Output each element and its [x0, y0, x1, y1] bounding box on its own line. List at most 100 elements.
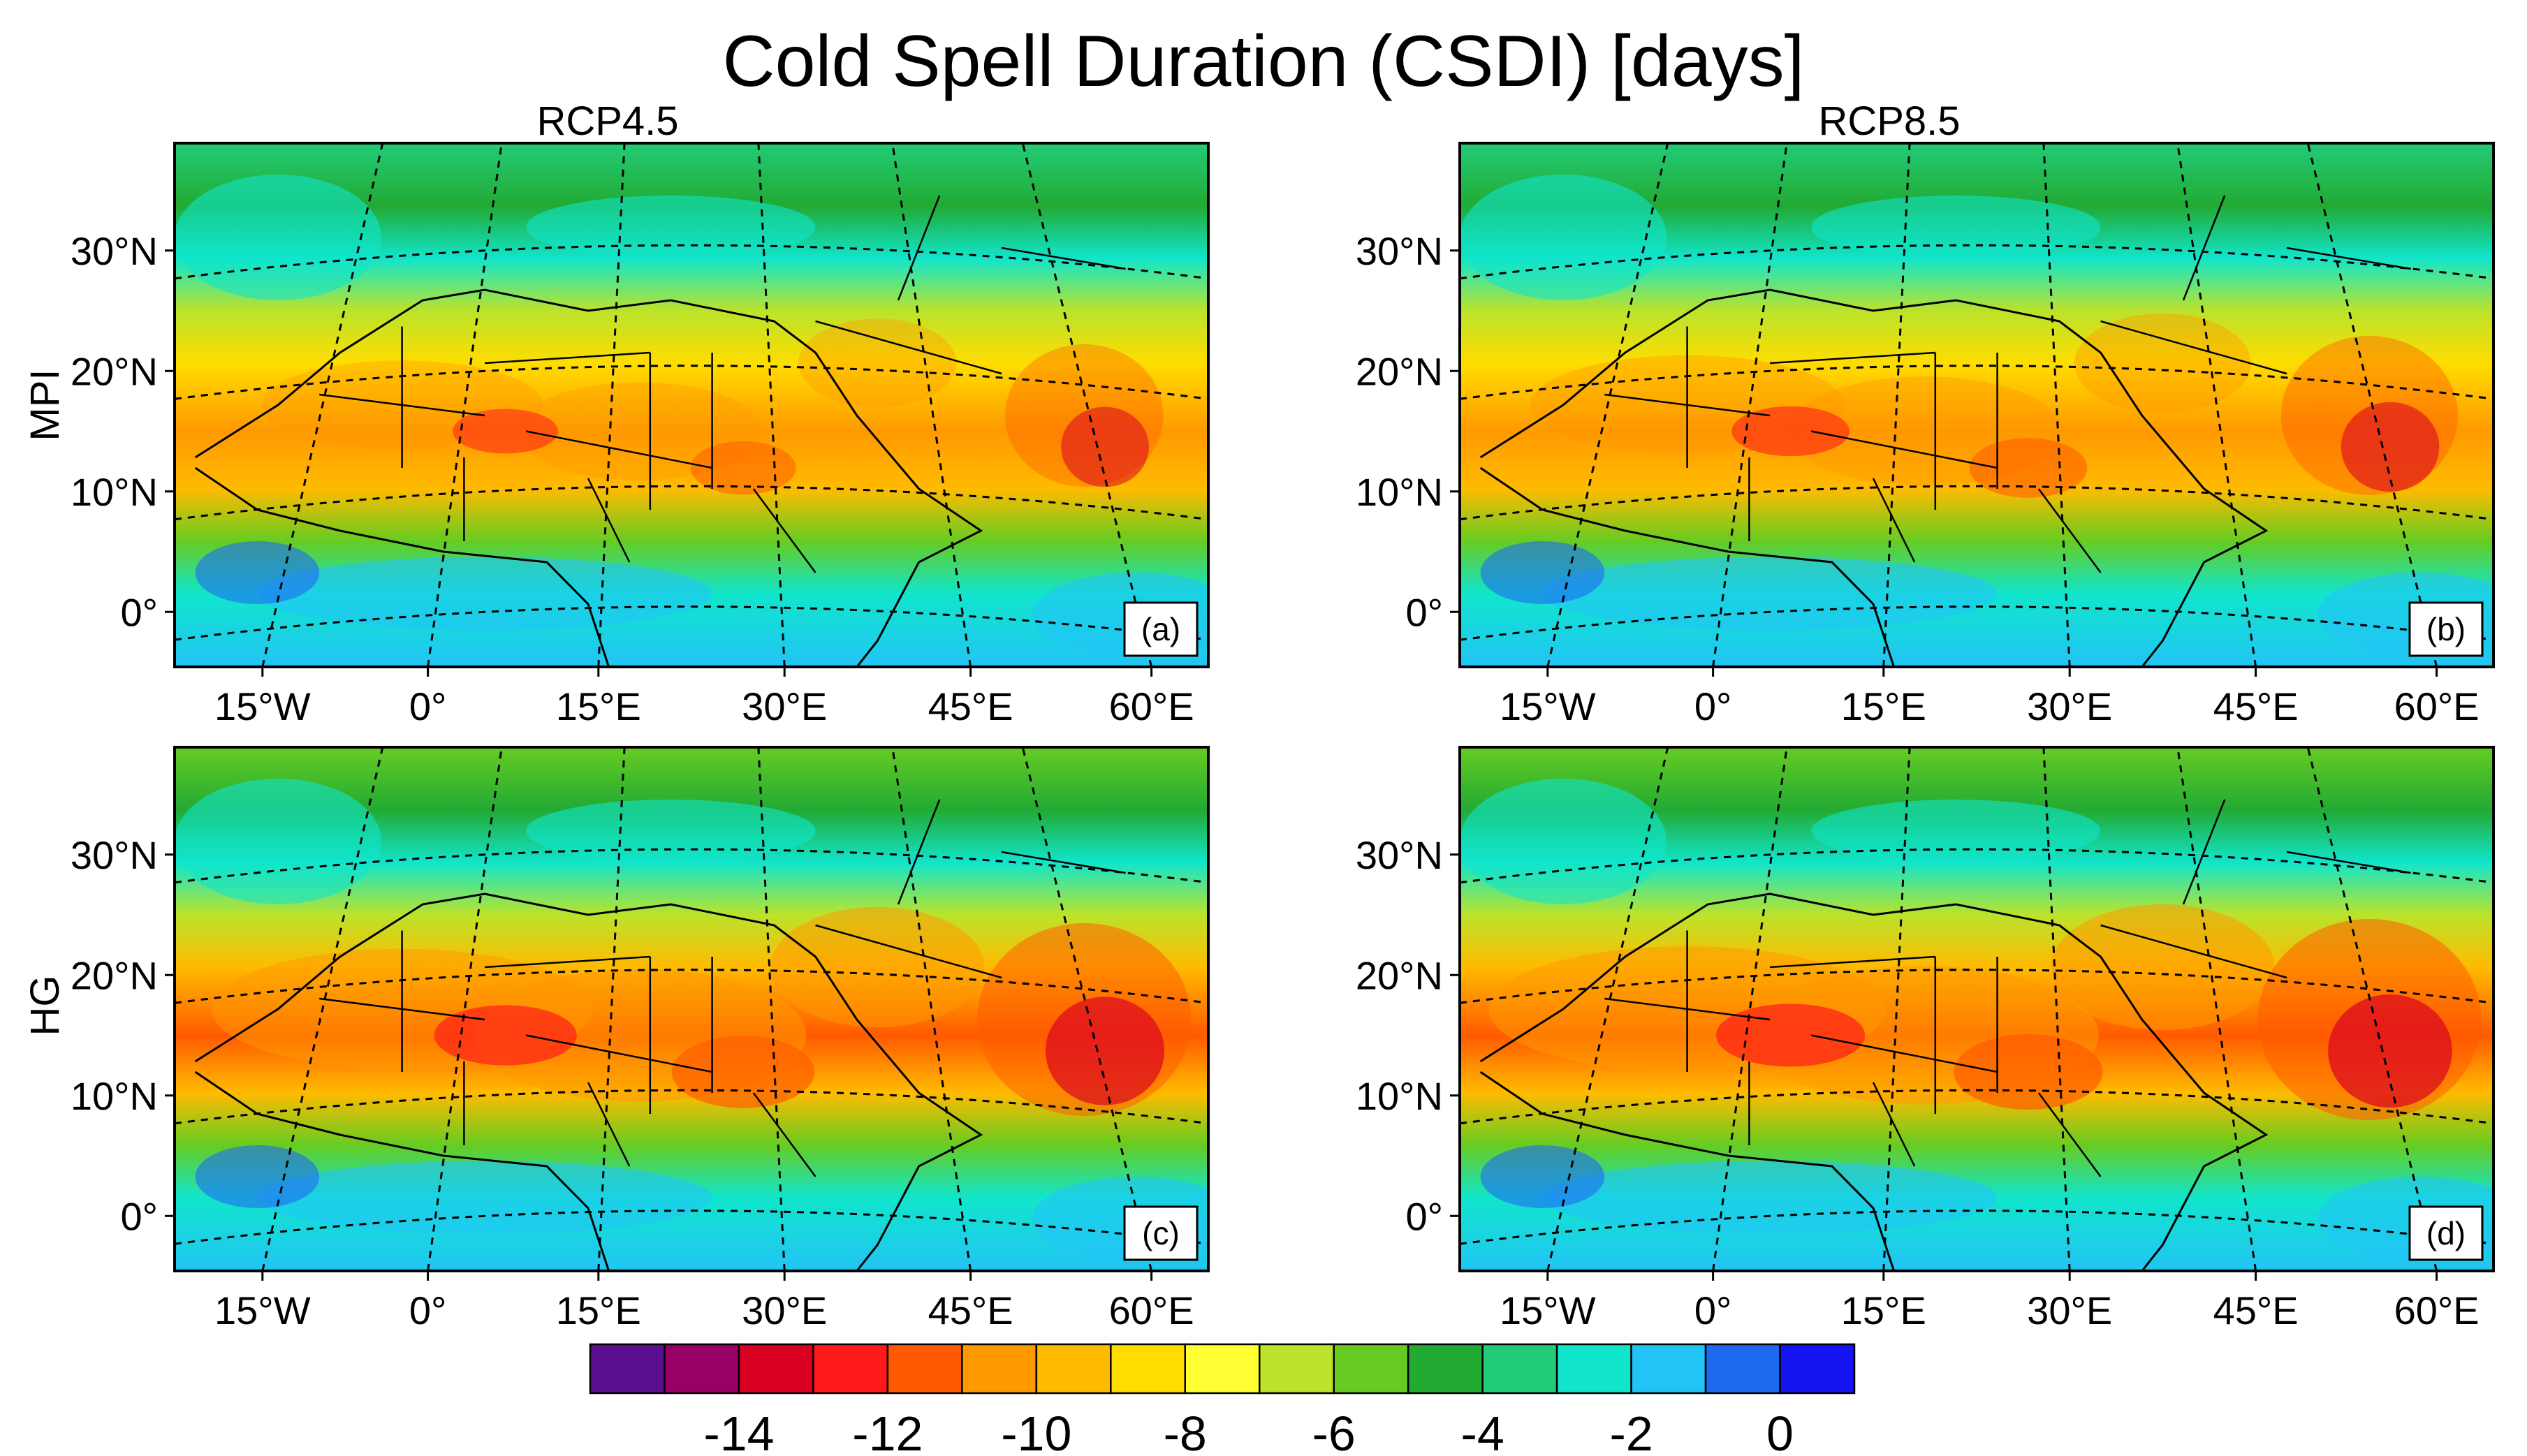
cool-patch [257, 557, 712, 631]
country-border [2182, 799, 2226, 905]
latitude-line [1460, 969, 2493, 1004]
country-border [484, 955, 650, 969]
hotspot [1954, 1034, 2103, 1110]
lon-tick-label: 30°E [742, 1288, 827, 1332]
country-border [525, 1034, 712, 1073]
colorbar-swatch [886, 1343, 963, 1395]
country-border [319, 393, 485, 417]
cool-patch [526, 196, 816, 258]
cool-patch [175, 779, 381, 904]
country-border [897, 799, 941, 905]
colorbar-swatch [1555, 1343, 1632, 1395]
colorbar-swatch [1407, 1343, 1484, 1395]
cool-patch [195, 541, 320, 604]
lon-tick-label: 45°E [2213, 1288, 2299, 1332]
longitude-line [2176, 143, 2257, 667]
latitude-line [175, 969, 1208, 1004]
lon-tick-label: 0° [409, 1288, 447, 1332]
hotspot [1969, 438, 2088, 498]
lat-tick-label: 0° [120, 1194, 158, 1238]
lat-tick-label: 0° [1405, 1194, 1443, 1238]
coastline-west-africa [194, 1071, 610, 1271]
lon-tick-label: 0° [409, 684, 447, 728]
coastline [1479, 892, 2269, 1271]
lon-tick-label: 15°W [214, 684, 311, 728]
country-border [2100, 924, 2287, 979]
country-border [1001, 851, 1126, 874]
lon-tick-label: 30°E [2027, 684, 2112, 728]
hotspot [770, 906, 985, 1028]
longitude-line [2306, 747, 2438, 1271]
lat-tick-label: 20°N [71, 953, 158, 997]
panel-tag: (c) [1142, 1215, 1180, 1251]
panel-field-3 [175, 747, 1208, 1271]
lon-tick-label: 0° [1694, 684, 1732, 728]
panel-frame [1458, 142, 2495, 668]
hotspot [453, 409, 559, 454]
country-border [2286, 851, 2411, 874]
colorbar-tick-label: 0 [1766, 1406, 1794, 1456]
country-border [525, 430, 712, 469]
panel-field-4 [1460, 747, 2493, 1271]
country-border [2037, 1092, 2102, 1177]
hotspot [434, 1005, 577, 1066]
country-border [1872, 478, 1916, 563]
lon-tick-label: 30°E [742, 684, 827, 728]
cool-patch [1811, 800, 2101, 862]
longitude-line [891, 143, 972, 667]
lon-tick-label: 15°E [556, 684, 641, 728]
country-border [2182, 195, 2226, 301]
coastline-west-africa [194, 466, 610, 667]
hotspot [1716, 1003, 1866, 1067]
hotspot [690, 441, 796, 495]
hotspot [671, 1036, 815, 1108]
lon-tick-label: 45°E [2213, 684, 2299, 728]
country-border [815, 320, 1002, 375]
cool-patch [1460, 779, 1667, 904]
longitude-line [1712, 143, 1788, 667]
country-border [1001, 247, 1126, 270]
latitude-line [1460, 848, 2493, 884]
cool-patch [257, 1161, 712, 1235]
hotspot [2051, 904, 2275, 1030]
figure-title: Cold Spell Duration (CSDI) [days] [722, 21, 1805, 102]
lon-tick-label: 45°E [928, 684, 1013, 728]
colorbar-swatch [1481, 1343, 1558, 1395]
colorbar-swatch [1779, 1343, 1856, 1395]
lon-tick-label: 60°E [2394, 684, 2480, 728]
lat-tick-label: 20°N [1356, 349, 1443, 393]
country-border [1604, 393, 1771, 417]
colorbar-swatch [1035, 1343, 1112, 1395]
longitude-line [261, 747, 384, 1271]
latitude-line [1460, 365, 2493, 400]
cool-patch [1542, 1161, 1998, 1235]
country-border [2100, 320, 2287, 375]
lat-tick-label: 10°N [71, 470, 158, 514]
country-border [1872, 1082, 1916, 1167]
longitude-line [1021, 747, 1153, 1271]
colorbar-swatch [1333, 1343, 1409, 1395]
country-border [319, 997, 485, 1021]
hotspot [1045, 997, 1165, 1105]
latitude-line [175, 1089, 1208, 1125]
country-border [752, 1092, 816, 1177]
colorbar-swatch [1184, 1343, 1261, 1395]
coastline [194, 288, 983, 667]
colorbar-swatch [961, 1343, 1038, 1395]
latitude-line [175, 1209, 1208, 1245]
country-border [1769, 351, 1935, 365]
country-border [484, 351, 650, 365]
panel-frame [1458, 746, 2495, 1272]
colorbar-tick-label: -14 [703, 1406, 774, 1456]
colorbar-swatch [1258, 1343, 1335, 1395]
lat-tick-label: 10°N [71, 1074, 158, 1118]
latitude-line [1460, 244, 2493, 280]
lat-tick-label: 30°N [71, 833, 158, 877]
longitude-line [891, 747, 972, 1271]
lon-tick-label: 15°W [1500, 684, 1596, 728]
lon-tick-label: 15°E [556, 1288, 641, 1332]
latitude-line [1460, 1209, 2493, 1245]
lon-tick-label: 60°E [1109, 684, 1194, 728]
country-border [752, 488, 816, 573]
country-border [587, 478, 631, 563]
